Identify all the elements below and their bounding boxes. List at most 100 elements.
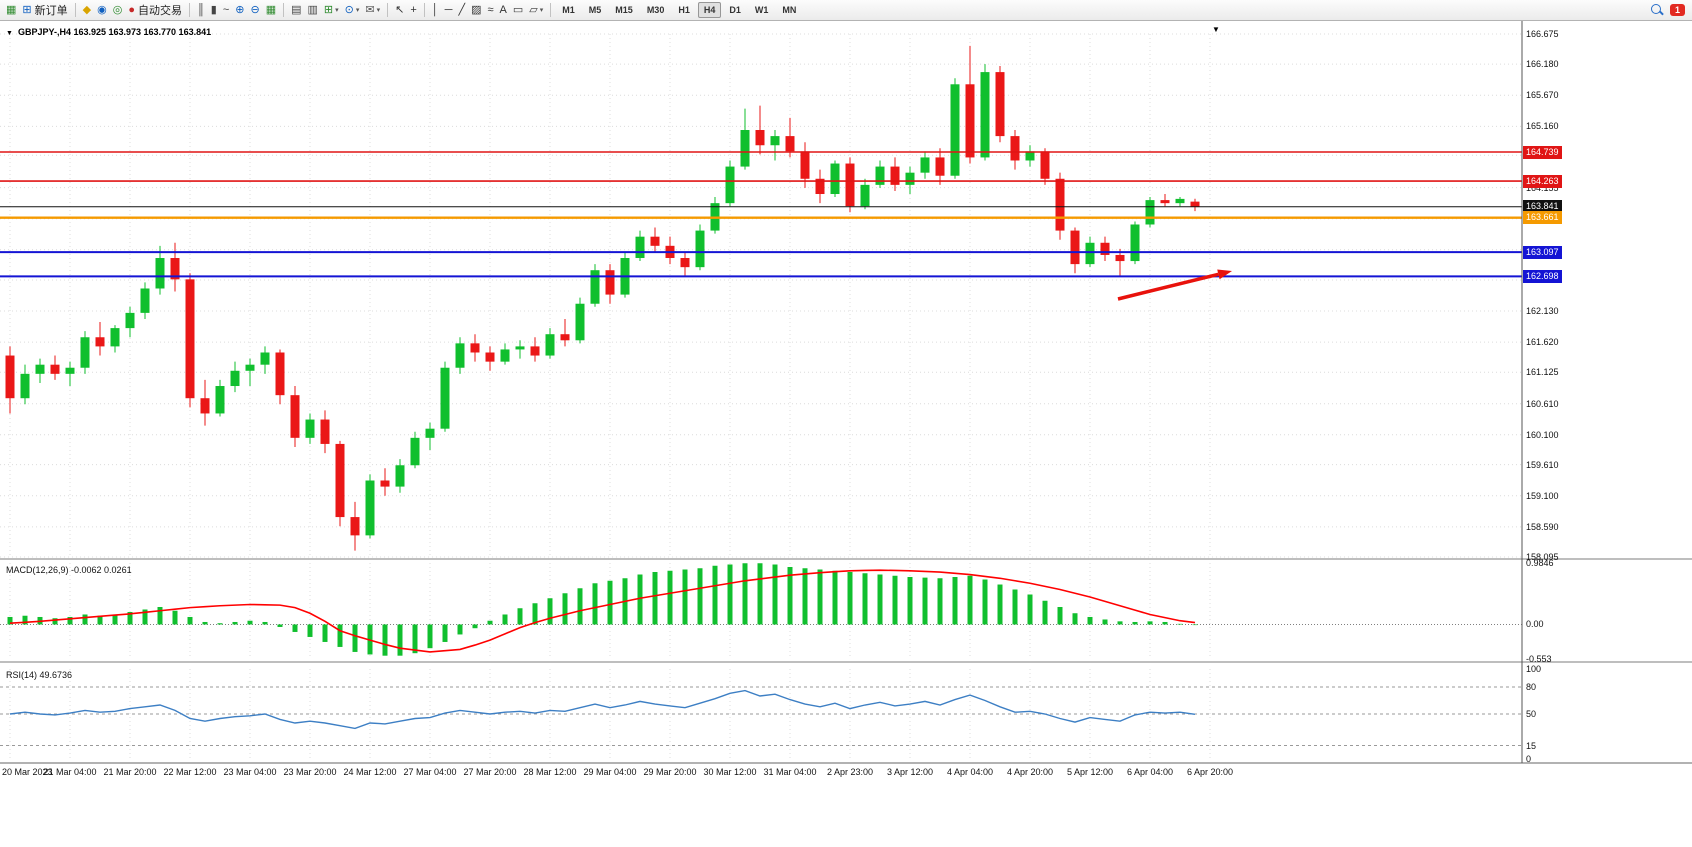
- new-order-button-label: 新订单: [34, 5, 68, 17]
- candle-body: [650, 236, 660, 246]
- alerts-icon[interactable]: ◆: [80, 2, 94, 19]
- add-indicator-icon[interactable]: ⊞ ▾: [321, 2, 342, 19]
- chart-area[interactable]: ▼ GBPJPY-,H4 163.925 163.973 163.770 163.…: [0, 21, 1692, 847]
- candle-body: [110, 328, 120, 347]
- candle-body: [1100, 242, 1110, 255]
- search-icon[interactable]: [1650, 3, 1664, 17]
- profiles-icon-glyph: ▥: [307, 3, 318, 16]
- new-order-button[interactable]: ⊞ 新订单: [19, 2, 70, 19]
- timeframe-button-h4[interactable]: H4: [697, 2, 722, 18]
- notification-badge[interactable]: 1: [1669, 4, 1685, 16]
- candle-body: [95, 337, 105, 347]
- candle-body: [350, 517, 360, 536]
- alerts-icon-glyph: ◆: [82, 3, 92, 16]
- timeframe-button-mn[interactable]: MN: [782, 5, 797, 15]
- add-indicator-icon-glyph: ⊞: [323, 3, 334, 16]
- candle-body: [1175, 198, 1185, 204]
- trendline-icon-glyph: ╱: [458, 3, 466, 16]
- timeframe-button-d1[interactable]: D1: [729, 5, 741, 15]
- timeframe-button-m15[interactable]: M15: [615, 5, 633, 15]
- vertical-line-icon-glyph: │: [431, 3, 439, 16]
- candle-body: [590, 270, 600, 304]
- text-icon[interactable]: A: [497, 2, 510, 19]
- toolbar-separator: [188, 3, 190, 17]
- shapes-icon[interactable]: ▱ ▾: [526, 2, 546, 19]
- candle-body: [1085, 242, 1095, 265]
- candle-body: [875, 166, 885, 185]
- add-indicator-icon-dropdown[interactable]: ▾: [335, 7, 339, 14]
- candle-body: [740, 130, 750, 167]
- channel-icon[interactable]: ▨: [468, 2, 484, 19]
- timeframe-button-h1[interactable]: H1: [678, 5, 690, 15]
- timeframe-button-w1[interactable]: W1: [754, 5, 769, 15]
- timeframe-button-m30[interactable]: M30: [646, 5, 665, 15]
- chart-menu-caret-icon[interactable]: ▼: [6, 30, 13, 37]
- timeframe-button-m1[interactable]: M1: [562, 5, 575, 15]
- candle-body: [785, 136, 795, 152]
- mail-icon-dropdown[interactable]: ▾: [376, 7, 381, 14]
- period-icon[interactable]: ⊙ ▾: [342, 2, 363, 19]
- price-axis-tick: 160.610: [1526, 398, 1559, 409]
- rsi-axis-tick: 80: [1526, 682, 1537, 692]
- price-level-badge: 164.263: [1523, 174, 1562, 188]
- candle-body: [185, 279, 195, 399]
- fibonacci-icon[interactable]: ≈: [484, 2, 496, 19]
- candle-body: [860, 184, 870, 207]
- candle-body: [800, 151, 810, 179]
- account-icon[interactable]: ◉: [94, 2, 110, 19]
- templates-icon-glyph: ▤: [291, 3, 302, 16]
- label-icon-glyph: ▭: [512, 3, 524, 16]
- candle-body: [425, 428, 435, 438]
- templates-icon[interactable]: ▤: [288, 2, 304, 19]
- time-axis-label: 6 Apr 04:00: [1126, 767, 1174, 777]
- vertical-line-icon[interactable]: │: [429, 2, 442, 19]
- period-icon-dropdown[interactable]: ▾: [355, 7, 360, 14]
- cursor-icon[interactable]: ↖: [392, 2, 407, 19]
- mail-icon[interactable]: ✉ ▾: [362, 2, 383, 19]
- price-level-badge: 163.661: [1523, 211, 1562, 225]
- zoom-out-icon[interactable]: ⊖: [247, 2, 262, 19]
- tile-windows-icon[interactable]: ▦: [263, 2, 279, 19]
- candle-body: [20, 373, 30, 399]
- bar-chart-icon[interactable]: ║: [194, 2, 208, 19]
- time-axis-label: 3 Apr 12:00: [886, 767, 934, 777]
- time-axis-label: 21 Mar 04:00: [43, 767, 97, 777]
- auto-trading-button[interactable]: ● 自动交易: [125, 2, 185, 19]
- timeframe-bar: M1 M5 M15 M30 H1 H4 D1 W1 MN: [555, 2, 803, 18]
- candlestick-chart-icon-glyph: ▮: [210, 3, 217, 16]
- toolbar: ▦ ⊞ 新订单 ◆ ◉ ◎ ● 自动交易 ║ ▮ ~ ⊕ ⊖ ▦ ▤ ▥ ⊞ ▾ ⊙ ▾ ✉ ▾ ↖ + │ ─ ╱ ▨ ≈ A ▭ ▱ ▾ M…: [0, 0, 1692, 21]
- chart-canvas[interactable]: [0, 21, 1692, 847]
- arrow-annotation[interactable]: [1117, 269, 1232, 301]
- trendline-icon[interactable]: ╱: [455, 2, 468, 19]
- support-icon[interactable]: ◎: [110, 2, 126, 19]
- chart-scroll-icon[interactable]: ▼: [1212, 25, 1220, 34]
- support-icon-glyph: ◎: [112, 3, 123, 16]
- macd-signal-line: [9, 569, 1196, 653]
- time-axis-label: 30 Mar 12:00: [703, 767, 757, 777]
- candle-body: [635, 236, 645, 259]
- profiles-icon[interactable]: ▥: [305, 2, 321, 19]
- time-axis-label: 23 Mar 20:00: [283, 767, 337, 777]
- candle-body: [5, 355, 15, 399]
- new-chart-icon[interactable]: ▦: [3, 2, 19, 19]
- rsi-axis-tick: 0: [1526, 754, 1532, 764]
- candle-body: [1010, 136, 1020, 161]
- timeframe-button-m5[interactable]: M5: [588, 5, 602, 15]
- shapes-icon-dropdown[interactable]: ▾: [539, 7, 544, 14]
- candle-body: [245, 364, 255, 371]
- crosshair-icon-glyph: +: [410, 3, 417, 16]
- label-icon[interactable]: ▭: [510, 2, 526, 19]
- line-chart-icon[interactable]: ~: [220, 2, 232, 19]
- candlestick-chart-icon[interactable]: ▮: [208, 2, 220, 19]
- new-order-button-glyph: ⊞: [22, 3, 32, 16]
- candle-body: [905, 172, 915, 185]
- crosshair-icon[interactable]: +: [407, 2, 419, 19]
- macd-layer: [0, 563, 1522, 656]
- candle-body: [125, 312, 135, 329]
- toolbar-separator: [550, 3, 552, 17]
- candle-body: [995, 72, 1005, 137]
- horizontal-line-icon[interactable]: ─: [442, 2, 456, 19]
- candle-body: [1130, 224, 1140, 262]
- search-handle: [1659, 10, 1664, 16]
- zoom-in-icon[interactable]: ⊕: [232, 2, 247, 19]
